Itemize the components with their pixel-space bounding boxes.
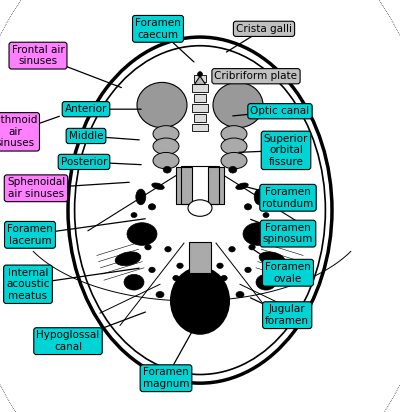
FancyBboxPatch shape — [192, 104, 208, 112]
Ellipse shape — [127, 222, 157, 246]
Ellipse shape — [115, 252, 141, 266]
Ellipse shape — [236, 183, 248, 190]
Ellipse shape — [221, 152, 247, 169]
Ellipse shape — [254, 189, 264, 205]
Text: Crista galli: Crista galli — [236, 24, 292, 34]
Text: Anterior: Anterior — [65, 104, 107, 114]
Ellipse shape — [74, 46, 326, 375]
Ellipse shape — [136, 189, 146, 205]
Text: Foramen
ovale: Foramen ovale — [265, 262, 311, 283]
Text: Foramen
caecum: Foramen caecum — [135, 18, 181, 40]
Ellipse shape — [145, 245, 151, 250]
Ellipse shape — [171, 268, 229, 334]
Ellipse shape — [148, 204, 156, 210]
Ellipse shape — [249, 245, 255, 250]
FancyBboxPatch shape — [194, 94, 206, 102]
Ellipse shape — [254, 225, 265, 232]
Ellipse shape — [156, 292, 164, 297]
Text: Frontal air
sinuses: Frontal air sinuses — [12, 45, 64, 66]
Ellipse shape — [165, 246, 171, 252]
Text: Superior
orbital
fissure: Superior orbital fissure — [264, 134, 308, 167]
Ellipse shape — [221, 138, 247, 154]
Ellipse shape — [236, 292, 244, 297]
FancyBboxPatch shape — [192, 84, 208, 92]
Ellipse shape — [217, 263, 223, 269]
FancyBboxPatch shape — [176, 167, 192, 204]
Text: Foramen
magnum: Foramen magnum — [143, 368, 189, 389]
Text: Foramen
lacerum: Foramen lacerum — [7, 224, 53, 246]
Ellipse shape — [177, 263, 183, 269]
Ellipse shape — [188, 74, 212, 128]
Ellipse shape — [213, 82, 263, 128]
Ellipse shape — [149, 267, 155, 273]
FancyBboxPatch shape — [196, 167, 204, 204]
Text: Middle: Middle — [69, 131, 103, 141]
Ellipse shape — [153, 138, 179, 154]
Ellipse shape — [152, 183, 164, 190]
Text: Ethmoid
air
sinuses: Ethmoid air sinuses — [0, 115, 37, 148]
FancyBboxPatch shape — [208, 167, 224, 204]
Text: Jugular
foramen: Jugular foramen — [265, 304, 309, 326]
Ellipse shape — [243, 222, 273, 246]
FancyBboxPatch shape — [189, 242, 211, 273]
Ellipse shape — [68, 37, 332, 383]
Ellipse shape — [135, 225, 146, 232]
Ellipse shape — [131, 213, 137, 218]
Text: Cribriform plate: Cribriform plate — [214, 71, 298, 81]
Ellipse shape — [229, 246, 235, 252]
Text: Foramen
rotundum: Foramen rotundum — [262, 187, 314, 208]
Ellipse shape — [198, 72, 202, 77]
Text: Sphenoidal
air sinuses: Sphenoidal air sinuses — [7, 178, 65, 199]
Ellipse shape — [221, 276, 227, 281]
Text: Foramen
spinosum: Foramen spinosum — [263, 223, 313, 244]
Ellipse shape — [188, 200, 212, 216]
Ellipse shape — [244, 204, 252, 210]
FancyBboxPatch shape — [194, 75, 206, 82]
Text: Hypoglossal
canal: Hypoglossal canal — [36, 330, 100, 352]
FancyBboxPatch shape — [192, 124, 208, 131]
Text: Posterior: Posterior — [61, 157, 107, 167]
Ellipse shape — [153, 152, 179, 169]
FancyBboxPatch shape — [194, 114, 206, 122]
Ellipse shape — [124, 274, 144, 290]
Ellipse shape — [229, 166, 237, 173]
Text: Internal
acoustic
meatus: Internal acoustic meatus — [6, 268, 50, 301]
Polygon shape — [194, 76, 206, 84]
Ellipse shape — [163, 166, 171, 173]
Ellipse shape — [137, 82, 187, 128]
Ellipse shape — [245, 267, 251, 273]
Ellipse shape — [153, 126, 179, 142]
Ellipse shape — [263, 213, 269, 218]
Ellipse shape — [256, 274, 276, 290]
Ellipse shape — [173, 276, 179, 281]
Ellipse shape — [259, 252, 285, 266]
Text: Optic canal: Optic canal — [250, 106, 310, 116]
Ellipse shape — [221, 126, 247, 142]
